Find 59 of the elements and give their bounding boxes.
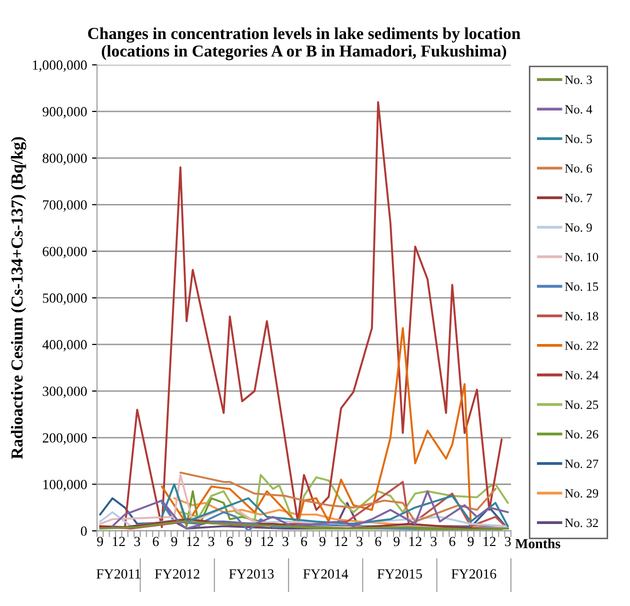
x-tick-label: 6 <box>301 536 308 546</box>
x-tick-label: 3 <box>282 536 288 546</box>
text: FY2011 <box>96 569 140 579</box>
x-tick-label: 3 <box>208 536 214 546</box>
y-tick-label: 200,000 <box>42 433 87 445</box>
legend-label: No. 18 <box>564 312 598 320</box>
legend-label: No. 7 <box>564 194 592 202</box>
legend-label: No. 6 <box>564 164 592 173</box>
x-tick-label: 6 <box>152 536 159 546</box>
y-tick-label: 0 <box>80 526 87 536</box>
x-tick-label: 6 <box>375 536 382 546</box>
text: FY2012 <box>154 569 200 579</box>
x-tick-label: 3 <box>134 536 140 546</box>
y-axis-title: Radioactive Cesium (Cs-134+Cs-137) (Bq/kg) <box>10 137 26 460</box>
y-tick-label: 300,000 <box>42 386 87 398</box>
x-tick-label: 12 <box>187 536 199 546</box>
x-tick-label: 9 <box>245 536 252 546</box>
legend-label: No. 29 <box>564 489 598 498</box>
text: FY2014 <box>303 569 348 579</box>
x-tick-label: 6 <box>226 536 233 546</box>
x-tick-label: 9 <box>468 536 474 546</box>
x-axis-title: Months <box>515 538 560 548</box>
legend-label: No. 10 <box>564 252 598 262</box>
x-tick-label: 9 <box>171 536 178 546</box>
x-tick-label: 3 <box>356 536 363 546</box>
y-tick-label: 1,000,000 <box>32 60 87 72</box>
legend-label: No. 25 <box>564 400 598 410</box>
legend-label: No. 26 <box>564 430 598 439</box>
legend-label: No. 5 <box>564 134 592 144</box>
y-tick-label: 900,000 <box>42 107 87 118</box>
x-tick-label: 12 <box>484 536 496 546</box>
x-tick-label: 9 <box>97 536 104 546</box>
x-tick-label: 12 <box>409 536 422 546</box>
legend-label: No. 3 <box>564 76 592 84</box>
text: FY2015 <box>377 569 422 579</box>
x-tick-label: 9 <box>394 536 400 546</box>
y-tick-label: 800,000 <box>42 154 87 165</box>
y-tick-label: 700,000 <box>43 200 87 212</box>
legend-label: No. 9 <box>564 223 592 232</box>
y-tick-label: 100,000 <box>43 480 87 492</box>
legend-label: No. 4 <box>564 105 592 114</box>
y-tick-label: 400,000 <box>42 340 87 352</box>
legend-label: No. 22 <box>564 341 598 350</box>
legend-label: No. 27 <box>564 460 598 468</box>
text: FY2016 <box>451 569 496 579</box>
y-tick-label: 500,000 <box>42 293 87 305</box>
x-tick-label: 3 <box>430 536 437 546</box>
y-tick-label: 600,000 <box>42 246 87 258</box>
text: FY2013 <box>229 569 274 579</box>
legend-label: No. 15 <box>564 282 598 291</box>
legend-label: No. 32 <box>564 518 598 528</box>
x-tick-label: 3 <box>505 536 511 546</box>
x-tick-label: 12 <box>261 536 274 546</box>
x-tick-label: 12 <box>335 536 348 546</box>
legend-label: No. 24 <box>564 371 598 380</box>
x-tick-label: 9 <box>319 536 326 546</box>
x-tick-label: 12 <box>112 536 125 546</box>
chart-title: Changes in concentration levels in lake sediments by location (locations in Categories A or B in Hamadori, Fukushima) <box>88 27 520 60</box>
x-tick-label: 6 <box>449 536 456 546</box>
